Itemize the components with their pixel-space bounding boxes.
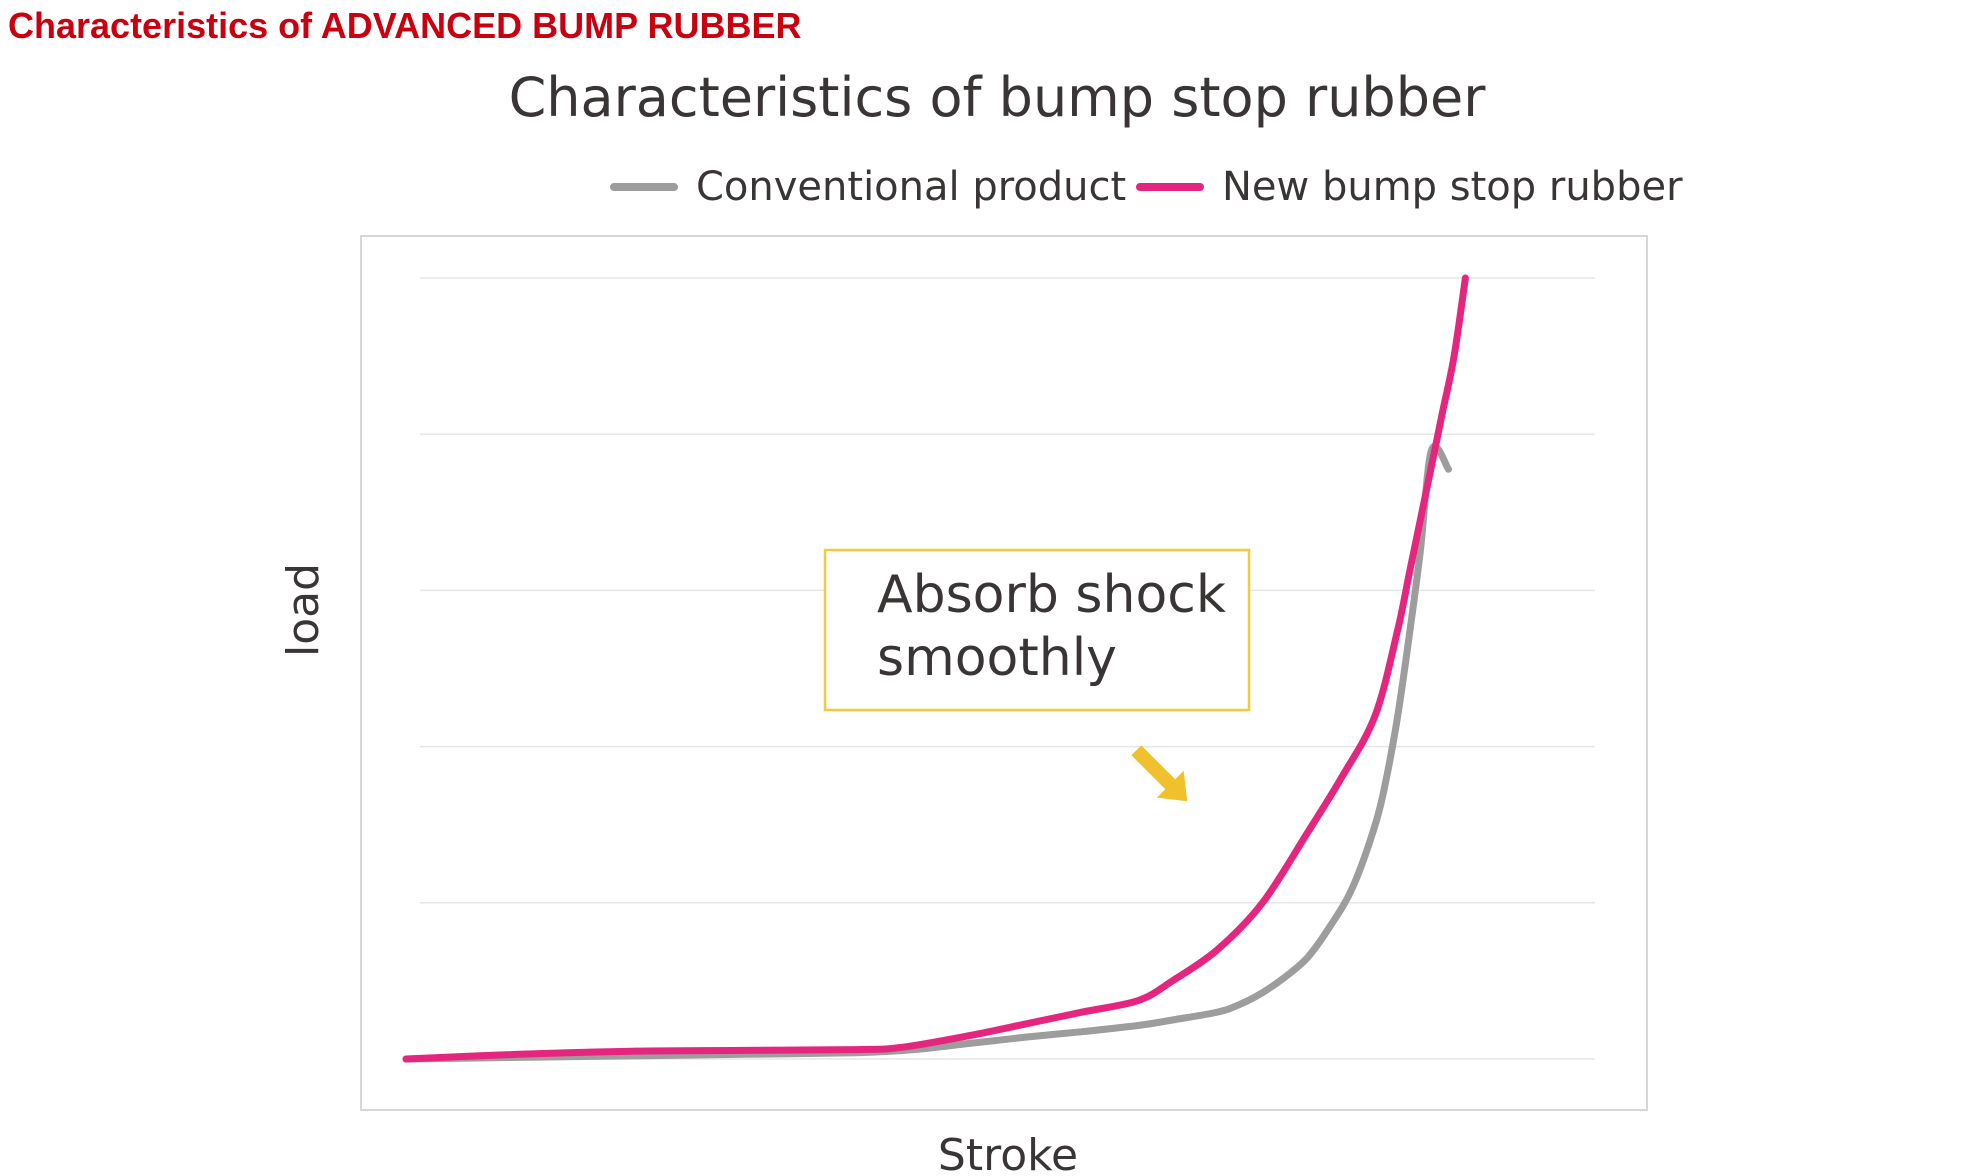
annotation-line-2: smoothly xyxy=(877,628,1117,688)
page-heading: Characteristics of ADVANCED BUMP RUBBER xyxy=(8,5,802,46)
annotation-arrow xyxy=(1131,745,1188,802)
x-axis-label: Stroke xyxy=(938,1130,1078,1176)
chart-legend: Conventional product New bump stop rubbe… xyxy=(610,164,1683,210)
annotation-callout: Absorb shock smoothly xyxy=(823,548,1251,802)
annotation-line-1: Absorb shock xyxy=(877,565,1226,625)
series-line-new xyxy=(402,274,1469,1063)
legend-label-conventional: Conventional product xyxy=(696,164,1126,210)
series-line-conventional xyxy=(402,443,1452,1063)
y-axis-label: load xyxy=(278,563,329,657)
annotation-box xyxy=(823,548,1251,712)
chart-title: Characteristics of bump stop rubber xyxy=(509,66,1487,129)
arrow-down-right-icon xyxy=(1131,745,1188,802)
legend-label-new: New bump stop rubber xyxy=(1222,164,1683,210)
series-layer xyxy=(402,274,1469,1063)
